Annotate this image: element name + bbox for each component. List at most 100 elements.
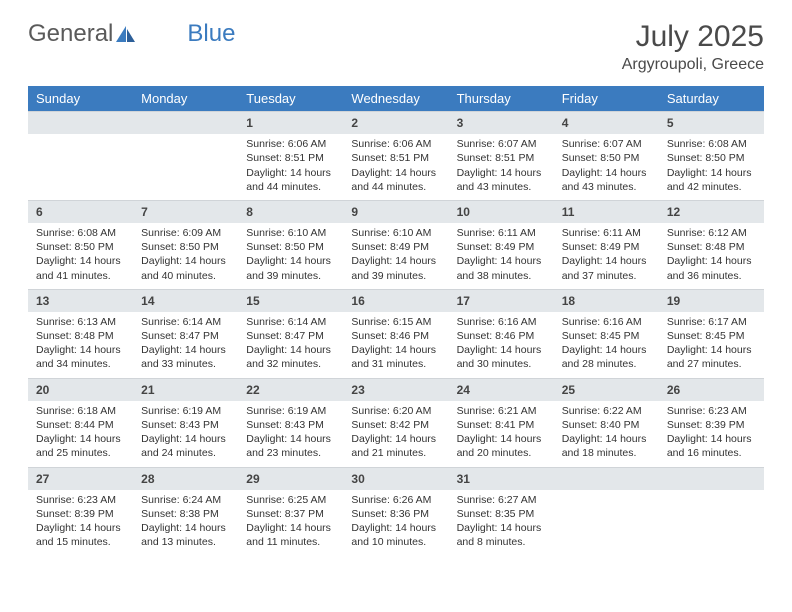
day-details: Sunrise: 6:16 AMSunset: 8:45 PMDaylight:… (554, 312, 659, 378)
daylight-text: Daylight: 14 hours and 8 minutes. (457, 521, 546, 549)
day-number: 12 (659, 200, 764, 223)
day-details: Sunrise: 6:23 AMSunset: 8:39 PMDaylight:… (659, 401, 764, 467)
sunrise-text: Sunrise: 6:10 AM (246, 226, 335, 240)
daylight-text: Daylight: 14 hours and 42 minutes. (667, 166, 756, 194)
calendar-week-row: 13Sunrise: 6:13 AMSunset: 8:48 PMDayligh… (28, 289, 764, 378)
day-number: 24 (449, 378, 554, 401)
daylight-text: Daylight: 14 hours and 10 minutes. (351, 521, 440, 549)
day-details: Sunrise: 6:14 AMSunset: 8:47 PMDaylight:… (238, 312, 343, 378)
daylight-text: Daylight: 14 hours and 18 minutes. (562, 432, 651, 460)
header: General Blue July 2025 Argyroupoli, Gree… (28, 20, 764, 74)
calendar-day-cell (659, 467, 764, 556)
sunset-text: Sunset: 8:50 PM (36, 240, 125, 254)
day-details: Sunrise: 6:07 AMSunset: 8:50 PMDaylight:… (554, 134, 659, 200)
sunrise-text: Sunrise: 6:27 AM (457, 493, 546, 507)
day-number: 22 (238, 378, 343, 401)
calendar-day-cell: 5Sunrise: 6:08 AMSunset: 8:50 PMDaylight… (659, 111, 764, 200)
day-details: Sunrise: 6:16 AMSunset: 8:46 PMDaylight:… (449, 312, 554, 378)
sunrise-text: Sunrise: 6:08 AM (36, 226, 125, 240)
sunset-text: Sunset: 8:46 PM (351, 329, 440, 343)
day-number: 16 (343, 289, 448, 312)
calendar-day-cell: 1Sunrise: 6:06 AMSunset: 8:51 PMDaylight… (238, 111, 343, 200)
calendar-day-cell: 29Sunrise: 6:25 AMSunset: 8:37 PMDayligh… (238, 467, 343, 556)
sunset-text: Sunset: 8:45 PM (667, 329, 756, 343)
sunrise-text: Sunrise: 6:09 AM (141, 226, 230, 240)
calendar-day-cell: 22Sunrise: 6:19 AMSunset: 8:43 PMDayligh… (238, 378, 343, 467)
weekday-header: Thursday (449, 86, 554, 111)
day-number-empty (133, 111, 238, 134)
day-details: Sunrise: 6:27 AMSunset: 8:35 PMDaylight:… (449, 490, 554, 556)
day-number: 6 (28, 200, 133, 223)
sunset-text: Sunset: 8:51 PM (246, 151, 335, 165)
sunrise-text: Sunrise: 6:19 AM (246, 404, 335, 418)
daylight-text: Daylight: 14 hours and 16 minutes. (667, 432, 756, 460)
logo-text-blue: Blue (187, 20, 235, 48)
logo-text-general: General (28, 20, 113, 48)
day-number: 13 (28, 289, 133, 312)
day-number: 28 (133, 467, 238, 490)
calendar-day-cell: 30Sunrise: 6:26 AMSunset: 8:36 PMDayligh… (343, 467, 448, 556)
sunset-text: Sunset: 8:45 PM (562, 329, 651, 343)
sunset-text: Sunset: 8:50 PM (667, 151, 756, 165)
calendar-day-cell: 28Sunrise: 6:24 AMSunset: 8:38 PMDayligh… (133, 467, 238, 556)
calendar-body: 1Sunrise: 6:06 AMSunset: 8:51 PMDaylight… (28, 111, 764, 555)
daylight-text: Daylight: 14 hours and 28 minutes. (562, 343, 651, 371)
day-details: Sunrise: 6:23 AMSunset: 8:39 PMDaylight:… (28, 490, 133, 556)
weekday-header: Sunday (28, 86, 133, 111)
weekday-row: SundayMondayTuesdayWednesdayThursdayFrid… (28, 86, 764, 111)
daylight-text: Daylight: 14 hours and 24 minutes. (141, 432, 230, 460)
day-details: Sunrise: 6:19 AMSunset: 8:43 PMDaylight:… (238, 401, 343, 467)
sunset-text: Sunset: 8:50 PM (246, 240, 335, 254)
day-number: 29 (238, 467, 343, 490)
sunset-text: Sunset: 8:49 PM (457, 240, 546, 254)
sunrise-text: Sunrise: 6:16 AM (562, 315, 651, 329)
day-number: 21 (133, 378, 238, 401)
weekday-header: Friday (554, 86, 659, 111)
sunrise-text: Sunrise: 6:19 AM (141, 404, 230, 418)
calendar-day-cell: 21Sunrise: 6:19 AMSunset: 8:43 PMDayligh… (133, 378, 238, 467)
calendar-table: SundayMondayTuesdayWednesdayThursdayFrid… (28, 86, 764, 555)
sunset-text: Sunset: 8:50 PM (562, 151, 651, 165)
calendar-day-cell: 12Sunrise: 6:12 AMSunset: 8:48 PMDayligh… (659, 200, 764, 289)
weekday-header: Monday (133, 86, 238, 111)
daylight-text: Daylight: 14 hours and 15 minutes. (36, 521, 125, 549)
day-number: 30 (343, 467, 448, 490)
sunset-text: Sunset: 8:48 PM (36, 329, 125, 343)
daylight-text: Daylight: 14 hours and 30 minutes. (457, 343, 546, 371)
day-number-empty (554, 467, 659, 490)
sunrise-text: Sunrise: 6:11 AM (457, 226, 546, 240)
day-details: Sunrise: 6:07 AMSunset: 8:51 PMDaylight:… (449, 134, 554, 200)
sunrise-text: Sunrise: 6:07 AM (457, 137, 546, 151)
sunrise-text: Sunrise: 6:14 AM (141, 315, 230, 329)
day-details: Sunrise: 6:06 AMSunset: 8:51 PMDaylight:… (343, 134, 448, 200)
calendar-day-cell: 7Sunrise: 6:09 AMSunset: 8:50 PMDaylight… (133, 200, 238, 289)
calendar-day-cell: 18Sunrise: 6:16 AMSunset: 8:45 PMDayligh… (554, 289, 659, 378)
sunset-text: Sunset: 8:47 PM (246, 329, 335, 343)
calendar-day-cell: 10Sunrise: 6:11 AMSunset: 8:49 PMDayligh… (449, 200, 554, 289)
daylight-text: Daylight: 14 hours and 20 minutes. (457, 432, 546, 460)
sunrise-text: Sunrise: 6:16 AM (457, 315, 546, 329)
calendar-day-cell: 23Sunrise: 6:20 AMSunset: 8:42 PMDayligh… (343, 378, 448, 467)
sunrise-text: Sunrise: 6:21 AM (457, 404, 546, 418)
calendar-week-row: 1Sunrise: 6:06 AMSunset: 8:51 PMDaylight… (28, 111, 764, 200)
calendar-day-cell: 26Sunrise: 6:23 AMSunset: 8:39 PMDayligh… (659, 378, 764, 467)
calendar-head: SundayMondayTuesdayWednesdayThursdayFrid… (28, 86, 764, 111)
calendar-day-cell: 31Sunrise: 6:27 AMSunset: 8:35 PMDayligh… (449, 467, 554, 556)
day-number: 31 (449, 467, 554, 490)
day-number: 10 (449, 200, 554, 223)
day-number: 25 (554, 378, 659, 401)
calendar-day-cell: 2Sunrise: 6:06 AMSunset: 8:51 PMDaylight… (343, 111, 448, 200)
day-number: 26 (659, 378, 764, 401)
day-details: Sunrise: 6:12 AMSunset: 8:48 PMDaylight:… (659, 223, 764, 289)
sunset-text: Sunset: 8:44 PM (36, 418, 125, 432)
sunrise-text: Sunrise: 6:10 AM (351, 226, 440, 240)
sunset-text: Sunset: 8:46 PM (457, 329, 546, 343)
calendar-week-row: 27Sunrise: 6:23 AMSunset: 8:39 PMDayligh… (28, 467, 764, 556)
day-details: Sunrise: 6:11 AMSunset: 8:49 PMDaylight:… (449, 223, 554, 289)
daylight-text: Daylight: 14 hours and 13 minutes. (141, 521, 230, 549)
day-details: Sunrise: 6:08 AMSunset: 8:50 PMDaylight:… (659, 134, 764, 200)
day-details: Sunrise: 6:14 AMSunset: 8:47 PMDaylight:… (133, 312, 238, 378)
daylight-text: Daylight: 14 hours and 43 minutes. (562, 166, 651, 194)
sunset-text: Sunset: 8:41 PM (457, 418, 546, 432)
sunrise-text: Sunrise: 6:11 AM (562, 226, 651, 240)
